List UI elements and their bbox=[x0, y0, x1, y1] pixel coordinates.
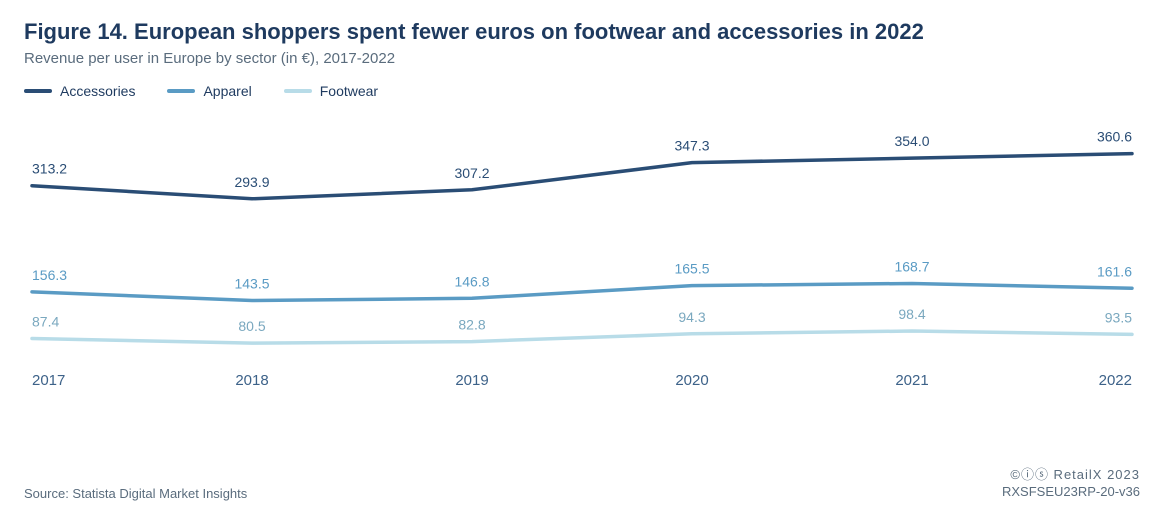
series-line bbox=[32, 331, 1132, 343]
x-axis-label: 2021 bbox=[895, 372, 928, 389]
data-label: 146.8 bbox=[454, 273, 489, 289]
data-label: 82.8 bbox=[458, 316, 485, 332]
data-label: 143.5 bbox=[234, 275, 269, 291]
data-label: 93.5 bbox=[1105, 309, 1132, 325]
legend-label: Footwear bbox=[320, 83, 378, 99]
line-chart: 313.2 293.9 307.2 347.3 354.0 360.6 156.3 143.5… bbox=[24, 107, 1140, 402]
legend: Accessories Apparel Footwear bbox=[24, 83, 1140, 99]
x-axis-label: 2020 bbox=[675, 372, 708, 389]
x-axis-label: 2022 bbox=[1099, 372, 1132, 389]
data-label: 156.3 bbox=[32, 266, 67, 282]
legend-swatch bbox=[167, 89, 195, 93]
data-label: 307.2 bbox=[454, 164, 489, 180]
data-label: 87.4 bbox=[32, 313, 59, 329]
data-label: 354.0 bbox=[894, 133, 929, 149]
data-label: 98.4 bbox=[898, 306, 925, 322]
x-axis-label: 2018 bbox=[235, 372, 268, 389]
source-text: Source: Statista Digital Market Insights bbox=[24, 486, 247, 501]
chart-title: Figure 14. European shoppers spent fewer… bbox=[24, 18, 1140, 46]
data-label: 293.9 bbox=[234, 173, 269, 189]
data-label: 168.7 bbox=[894, 258, 929, 274]
data-label: 161.6 bbox=[1097, 263, 1132, 279]
chart-svg: 313.2 293.9 307.2 347.3 354.0 360.6 156.3 143.5… bbox=[24, 107, 1140, 397]
legend-swatch bbox=[284, 89, 312, 93]
series-line bbox=[32, 153, 1132, 198]
legend-label: Accessories bbox=[60, 83, 135, 99]
data-label: 94.3 bbox=[678, 308, 705, 324]
data-label: 347.3 bbox=[674, 137, 709, 153]
data-label: 80.5 bbox=[238, 318, 265, 334]
series-line bbox=[32, 283, 1132, 300]
data-label: 360.6 bbox=[1097, 128, 1132, 144]
chart-subtitle: Revenue per user in Europe by sector (in… bbox=[24, 50, 1140, 67]
legend-item: Footwear bbox=[284, 83, 378, 99]
attribution-line-2: RXSFSEU23RP-20-v36 bbox=[1002, 483, 1140, 501]
x-axis-label: 2019 bbox=[455, 372, 488, 389]
x-axis-label: 2017 bbox=[32, 372, 65, 389]
data-label: 313.2 bbox=[32, 160, 67, 176]
legend-item: Apparel bbox=[167, 83, 251, 99]
data-label: 165.5 bbox=[674, 260, 709, 276]
legend-item: Accessories bbox=[24, 83, 135, 99]
legend-swatch bbox=[24, 89, 52, 93]
legend-label: Apparel bbox=[203, 83, 251, 99]
attribution-line-1: ©ⓘⓢ RetailX 2023 bbox=[1002, 466, 1140, 484]
